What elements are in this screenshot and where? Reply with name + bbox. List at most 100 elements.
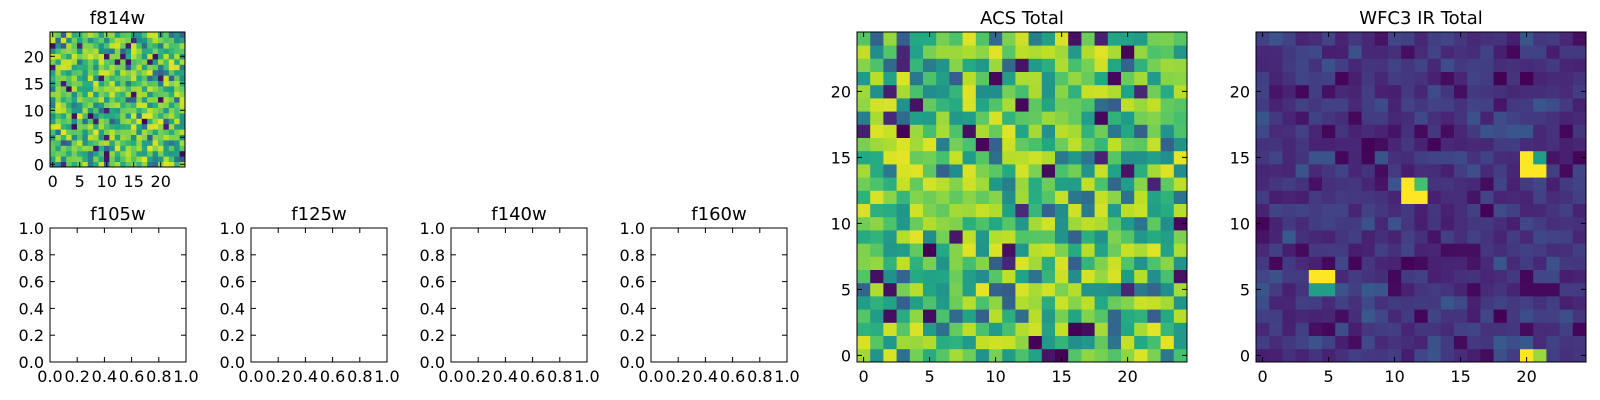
heatmap-cell bbox=[55, 53, 62, 60]
heatmap-cell bbox=[909, 177, 924, 191]
heatmap-cell bbox=[152, 32, 159, 38]
y-tick-label: 0 bbox=[1240, 346, 1250, 365]
heatmap-cell bbox=[179, 86, 186, 92]
heatmap-cell bbox=[1322, 150, 1336, 165]
heatmap-cell bbox=[1147, 190, 1161, 204]
heatmap-cell bbox=[1055, 348, 1069, 363]
heatmap-cell bbox=[77, 42, 83, 49]
heatmap-cell bbox=[1427, 348, 1442, 363]
axes-background bbox=[50, 228, 186, 362]
heatmap-cell bbox=[896, 216, 911, 231]
heatmap-cell bbox=[936, 335, 950, 350]
heatmap-cell bbox=[1454, 322, 1468, 336]
heatmap-cell bbox=[1055, 282, 1069, 297]
heatmap-cell bbox=[1414, 216, 1428, 231]
heatmap-cell bbox=[1015, 137, 1029, 152]
heatmap-cell bbox=[174, 102, 180, 108]
heatmap-cell bbox=[104, 118, 110, 125]
heatmap-cell bbox=[1533, 45, 1547, 59]
heatmap-cell bbox=[923, 282, 937, 297]
x-tick-label: 0.0 bbox=[638, 367, 663, 386]
heatmap-cell bbox=[949, 84, 963, 99]
heatmap-cell bbox=[1480, 203, 1494, 218]
heatmap-cell bbox=[1493, 348, 1508, 363]
heatmap-cell bbox=[1282, 177, 1296, 191]
heatmap-cell bbox=[136, 37, 143, 44]
heatmap-cell bbox=[109, 161, 116, 168]
heatmap-cell bbox=[1533, 216, 1547, 231]
heatmap-cell bbox=[114, 113, 121, 119]
heatmap-cell bbox=[1160, 98, 1175, 112]
heatmap-cell bbox=[1361, 150, 1376, 165]
heatmap-cell bbox=[1480, 71, 1494, 86]
heatmap-cell bbox=[98, 53, 105, 60]
heatmap-cell bbox=[82, 48, 89, 54]
heatmap-cell bbox=[1269, 58, 1283, 72]
heatmap-cell bbox=[136, 59, 143, 65]
heatmap-cell bbox=[1028, 309, 1043, 323]
heatmap-cell bbox=[1055, 216, 1069, 231]
heatmap-cell bbox=[1041, 111, 1056, 125]
heatmap-cell bbox=[1493, 243, 1508, 257]
heatmap-cell bbox=[1173, 111, 1188, 125]
heatmap-cell bbox=[1015, 216, 1029, 231]
heatmap-cell bbox=[1520, 322, 1534, 336]
heatmap-cell bbox=[87, 107, 94, 114]
heatmap-cell bbox=[962, 203, 977, 218]
heatmap-cell bbox=[1160, 256, 1175, 270]
heatmap-cell bbox=[1107, 322, 1122, 336]
heatmap-cell bbox=[909, 84, 924, 99]
heatmap-cell bbox=[136, 123, 143, 130]
heatmap-cell bbox=[1414, 98, 1428, 112]
heatmap-cell bbox=[158, 42, 164, 49]
heatmap-cell bbox=[1134, 335, 1148, 350]
heatmap-cell bbox=[109, 129, 116, 135]
heatmap-cell bbox=[1374, 216, 1389, 231]
heatmap-cell bbox=[896, 203, 911, 218]
heatmap-cell bbox=[1081, 203, 1095, 218]
heatmap-cell bbox=[975, 243, 990, 257]
heatmap-cell bbox=[949, 124, 963, 138]
heatmap-cell bbox=[66, 48, 72, 54]
heatmap-cell bbox=[857, 164, 871, 178]
heatmap-cell bbox=[1134, 203, 1148, 218]
heatmap-cell bbox=[174, 48, 180, 54]
heatmap-cell bbox=[1388, 71, 1402, 86]
heatmap-cell bbox=[168, 59, 175, 65]
heatmap-cell bbox=[168, 150, 175, 157]
heatmap-cell bbox=[949, 256, 963, 270]
heatmap-cell bbox=[870, 71, 884, 86]
heatmap-cell bbox=[1454, 203, 1468, 218]
heatmap-cell bbox=[1028, 216, 1043, 231]
heatmap-cell bbox=[1374, 98, 1389, 112]
heatmap-cell bbox=[1388, 282, 1402, 297]
heatmap-cell bbox=[1134, 230, 1148, 244]
x-tick-label: 15 bbox=[1051, 367, 1071, 386]
heatmap-cell bbox=[93, 42, 99, 49]
heatmap-cell bbox=[168, 161, 175, 168]
heatmap-cell bbox=[1480, 230, 1494, 244]
heatmap-cell bbox=[1427, 137, 1442, 152]
heatmap-cell bbox=[136, 80, 143, 87]
heatmap-cell bbox=[1028, 296, 1043, 310]
heatmap-cell bbox=[870, 190, 884, 204]
heatmap-cell bbox=[1002, 164, 1016, 178]
heatmap-cell bbox=[1322, 71, 1336, 86]
heatmap-cell bbox=[109, 75, 116, 81]
heatmap-cell bbox=[87, 118, 94, 125]
heatmap-cell bbox=[1454, 71, 1468, 86]
heatmap-cell bbox=[174, 86, 180, 92]
heatmap-cell bbox=[104, 107, 110, 114]
heatmap-cell bbox=[1480, 45, 1494, 59]
heatmap-cell bbox=[1414, 256, 1428, 270]
heatmap-cell bbox=[179, 42, 186, 49]
heatmap-cell bbox=[1015, 84, 1029, 99]
x-tick-label: 0.0 bbox=[37, 367, 62, 386]
heatmap-cell bbox=[1520, 282, 1534, 297]
heatmap-cell bbox=[158, 134, 164, 141]
panel-f160w: 0.0 0.2 0.4 0.6 0.8 1.00.00.20.40.60.81.0f160… bbox=[620, 204, 800, 386]
heatmap-cell bbox=[949, 348, 963, 363]
heatmap-cell bbox=[1055, 335, 1069, 350]
heatmap-cell bbox=[1147, 335, 1161, 350]
heatmap-cell bbox=[1295, 45, 1310, 59]
